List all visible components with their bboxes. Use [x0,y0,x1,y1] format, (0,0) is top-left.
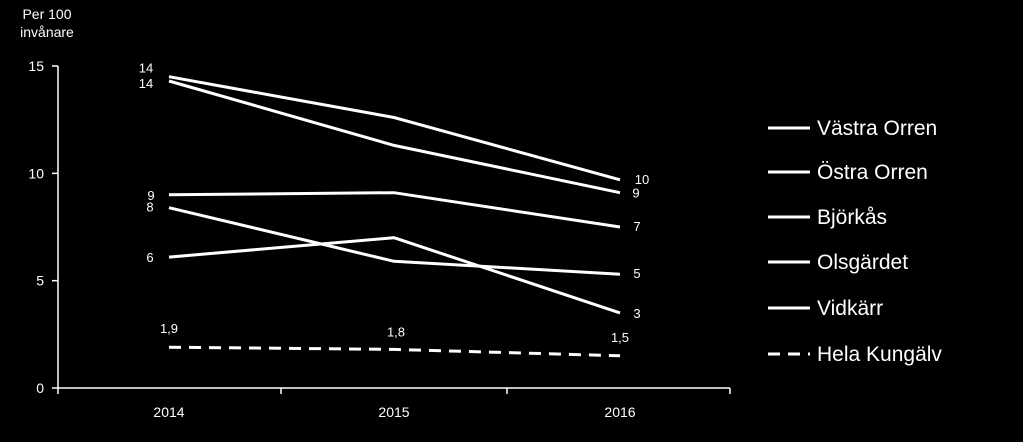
data-label: 14 [139,76,153,91]
legend-label: Olsgärdet [817,251,908,274]
data-label: 9 [147,188,154,203]
ticks: 0 5 10 15 2014 2015 2016 [28,58,731,420]
legend-label: Hela Kungälv [817,343,942,366]
series-line-3 [168,206,621,276]
data-label: 1,9 [160,321,178,336]
x-tick-label: 2016 [604,404,635,420]
data-label: 9 [632,186,639,201]
y-tick-label: 10 [28,165,44,181]
y-tick-label: 5 [36,273,44,289]
data-labels: 14 10 14 9 9 7 8 5 6 3 1,9 1,8 1,5 [139,61,649,345]
y-tick-label: 15 [28,58,44,74]
data-label: 1,5 [611,330,629,345]
series-lines [168,75,621,358]
series-line-1 [168,79,621,195]
data-label: 6 [146,250,153,265]
legend-label: Vidkärr [817,297,883,320]
series-line-2 [168,191,621,229]
data-label: 7 [633,219,640,234]
data-label: 1,8 [387,324,405,339]
legend-label: Björkås [817,206,887,229]
legend: Västra Orren Östra Orren Björkås Olsgärdet V… [768,117,942,366]
data-label: 10 [635,172,649,187]
legend-label: Västra Orren [817,117,937,140]
axes [57,66,730,389]
series-line-0 [168,75,621,182]
y-axis-label-line-2: invånare [20,24,74,40]
x-tick-label: 2015 [378,404,409,420]
y-tick-label: 0 [36,380,44,396]
data-label: 3 [633,306,640,321]
series-line-4 [168,236,621,315]
x-tick-label: 2014 [153,404,184,420]
y-axis-label: Per 100 invånare [20,6,74,40]
data-label: 14 [139,61,153,76]
data-label: 5 [633,266,640,281]
y-axis-label-line-1: Per 100 [22,6,71,22]
data-label: 8 [146,200,153,215]
series-line-5 [168,345,621,358]
legend-label: Östra Orren [817,161,928,184]
